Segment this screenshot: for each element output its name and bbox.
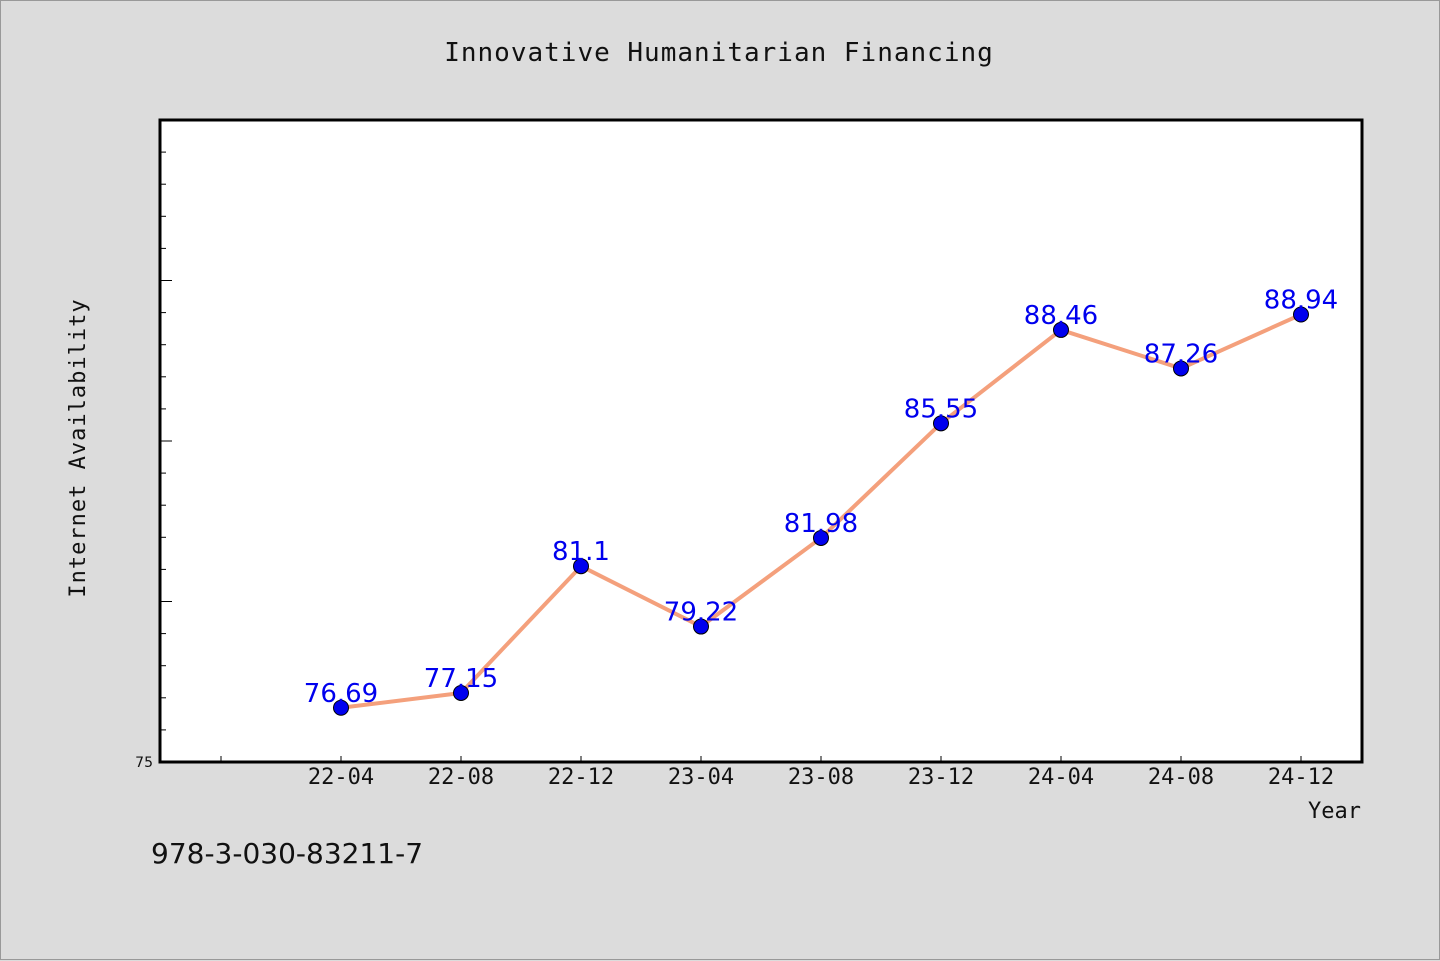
chart-title: Innovative Humanitarian Financing <box>444 38 994 68</box>
data-point <box>333 699 349 716</box>
x-axis-tick-labels: 22-04 22-08 22-12 23-04 23-08 23-12 24-04 24-08… <box>308 765 1334 790</box>
x-tick-label: 23-04 <box>668 765 734 790</box>
data-labels: 76.69 77.15 81.1 79.22 81.98 85.55 88.46 87.26 8… <box>304 286 1338 709</box>
x-axis-label: Year <box>1308 799 1361 824</box>
data-point <box>813 529 829 546</box>
data-label: 76.69 <box>304 679 378 709</box>
series-markers <box>333 306 1309 716</box>
x-tick-label: 24-12 <box>1268 765 1334 790</box>
data-point <box>573 558 589 575</box>
x-tick-label: 24-08 <box>1148 765 1214 790</box>
y-axis-ticks <box>160 151 172 731</box>
data-label: 88.94 <box>1264 286 1338 316</box>
plot-area <box>158 118 1364 764</box>
x-tick-label: 22-08 <box>428 765 494 790</box>
x-tick-label: 24-04 <box>1028 765 1094 790</box>
data-point <box>1053 321 1069 338</box>
data-point <box>1293 306 1309 323</box>
y-tick-label: 75 <box>135 755 153 771</box>
data-label: 81.1 <box>552 537 610 567</box>
x-tick-label: 22-12 <box>548 765 614 790</box>
data-point <box>453 684 469 701</box>
footer-isbn: 978-3-030-83211-7 <box>151 837 423 870</box>
data-label: 88.46 <box>1024 301 1098 331</box>
x-tick-label: 22-04 <box>308 765 374 790</box>
data-label: 87.26 <box>1144 339 1218 369</box>
x-axis-ticks <box>220 756 1302 762</box>
data-point <box>1173 360 1189 377</box>
y-axis-label: Internet Availability <box>66 298 91 597</box>
data-point <box>693 618 709 635</box>
x-tick-label: 23-12 <box>908 765 974 790</box>
data-label: 79.22 <box>664 598 738 628</box>
data-label: 85.55 <box>904 394 978 424</box>
data-point <box>933 415 949 432</box>
data-label: 77.15 <box>424 664 498 694</box>
x-tick-label: 23-08 <box>788 765 854 790</box>
data-label: 81.98 <box>784 509 858 539</box>
